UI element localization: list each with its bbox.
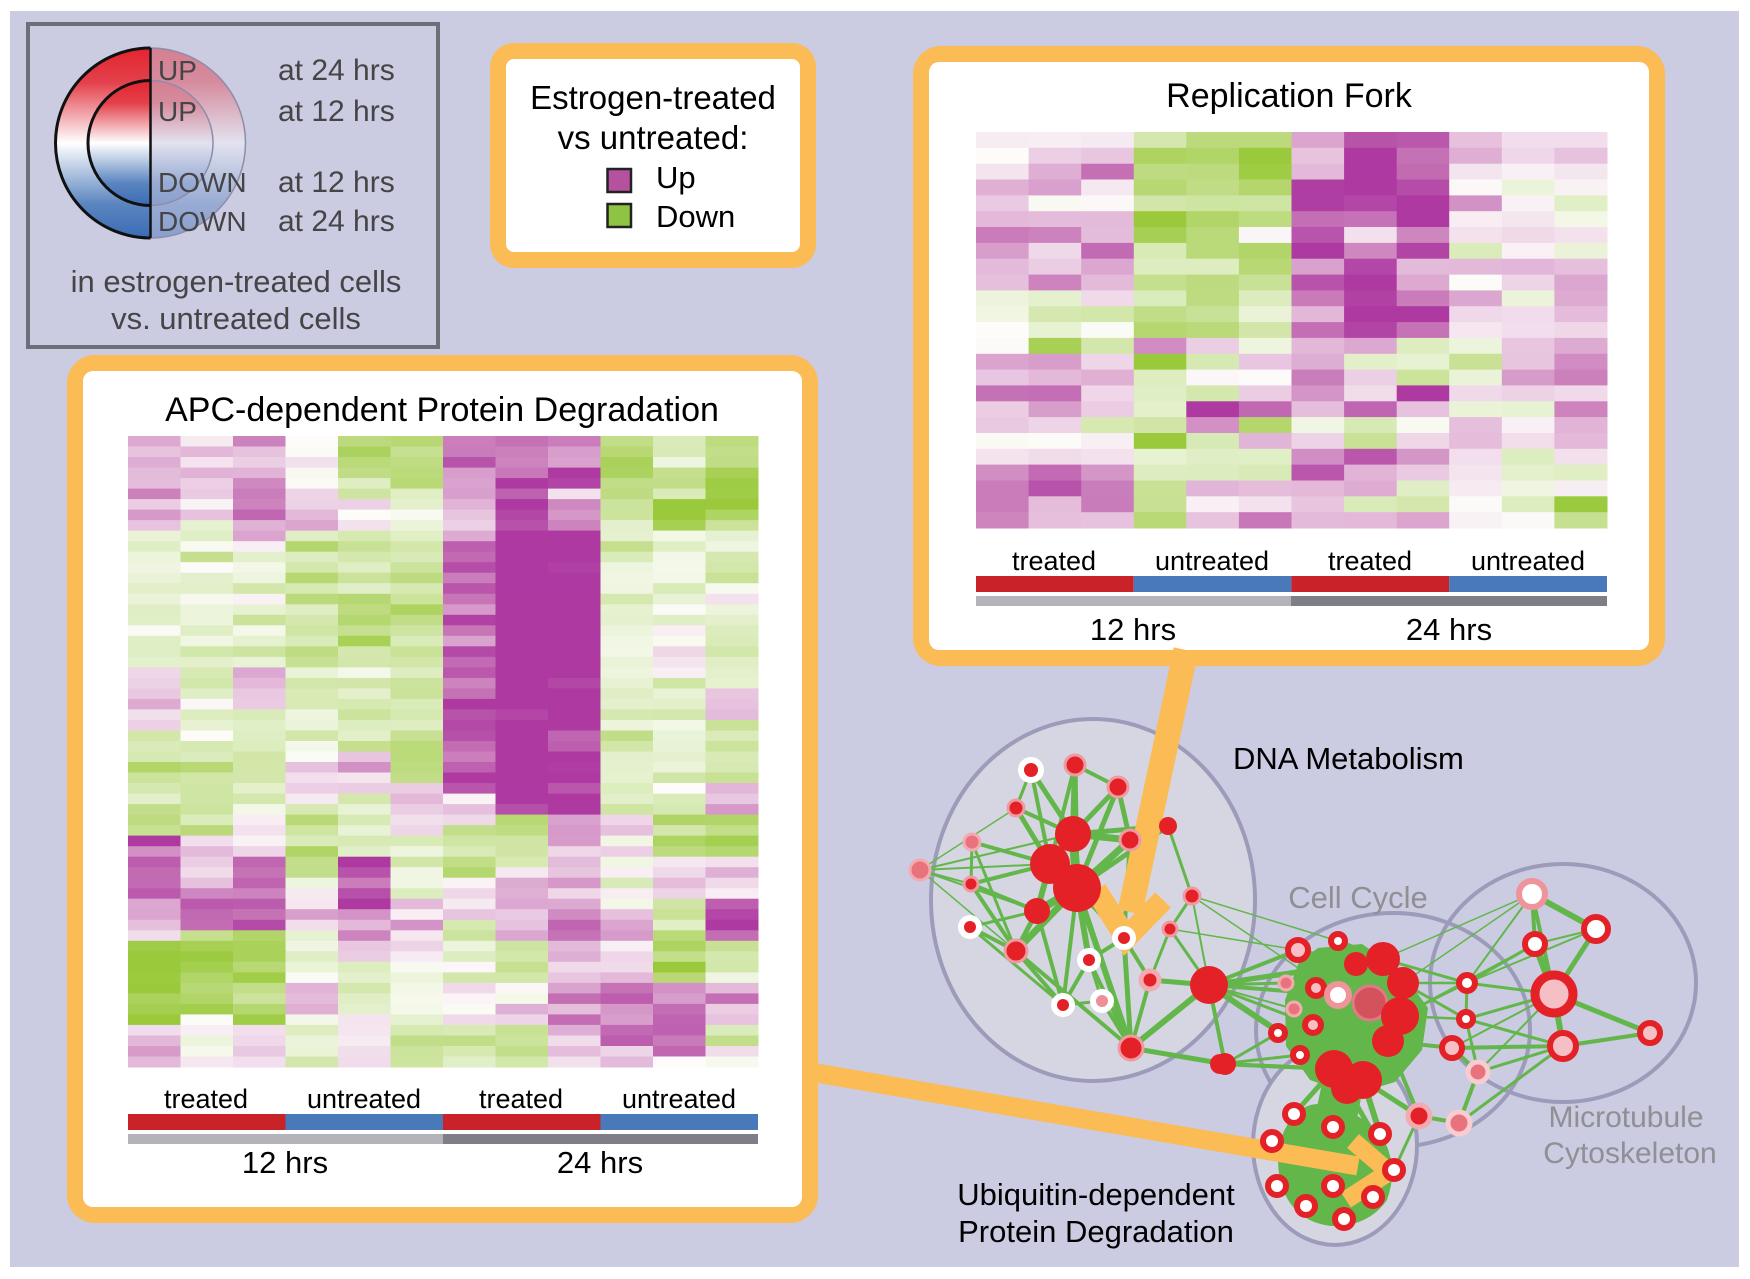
svg-text:Protein Degradation: Protein Degradation: [958, 1214, 1234, 1249]
svg-text:Cell Cycle: Cell Cycle: [1288, 880, 1428, 915]
svg-text:DNA Metabolism: DNA Metabolism: [1233, 741, 1464, 776]
svg-text:at 24 hrs: at 24 hrs: [278, 54, 395, 87]
svg-text:APC-dependent Protein Degradat: APC-dependent Protein Degradation: [165, 391, 719, 429]
svg-text:Cytoskeleton: Cytoskeleton: [1543, 1137, 1716, 1170]
svg-text:UP: UP: [158, 55, 197, 86]
svg-text:treated: treated: [1328, 546, 1412, 576]
svg-text:Replication Fork: Replication Fork: [1166, 77, 1413, 115]
svg-text:vs untreated:: vs untreated:: [558, 119, 749, 156]
svg-text:Up: Up: [656, 160, 696, 195]
svg-text:vs. untreated cells: vs. untreated cells: [111, 301, 361, 336]
svg-text:DOWN: DOWN: [158, 167, 247, 198]
svg-text:Estrogen-treated: Estrogen-treated: [530, 79, 776, 116]
svg-text:untreated: untreated: [622, 1084, 736, 1114]
svg-text:treated: treated: [1012, 546, 1096, 576]
svg-text:at 12 hrs: at 12 hrs: [278, 95, 395, 128]
svg-text:untreated: untreated: [307, 1084, 421, 1114]
svg-text:12 hrs: 12 hrs: [242, 1145, 328, 1180]
svg-text:24 hrs: 24 hrs: [557, 1145, 643, 1180]
svg-text:at 12 hrs: at 12 hrs: [278, 166, 395, 199]
svg-text:24 hrs: 24 hrs: [1406, 612, 1492, 647]
svg-text:UP: UP: [158, 96, 197, 127]
svg-text:DOWN: DOWN: [158, 206, 247, 237]
svg-text:untreated: untreated: [1471, 546, 1585, 576]
svg-text:treated: treated: [164, 1084, 248, 1114]
svg-text:at 24 hrs: at 24 hrs: [278, 205, 395, 238]
svg-text:Microtubule: Microtubule: [1548, 1101, 1703, 1134]
svg-text:treated: treated: [479, 1084, 563, 1114]
svg-text:untreated: untreated: [1155, 546, 1269, 576]
svg-text:12 hrs: 12 hrs: [1090, 612, 1176, 647]
svg-text:Ubiquitin-dependent: Ubiquitin-dependent: [957, 1177, 1235, 1212]
svg-text:Down: Down: [656, 199, 735, 234]
svg-text:in estrogen-treated cells: in estrogen-treated cells: [71, 264, 402, 299]
